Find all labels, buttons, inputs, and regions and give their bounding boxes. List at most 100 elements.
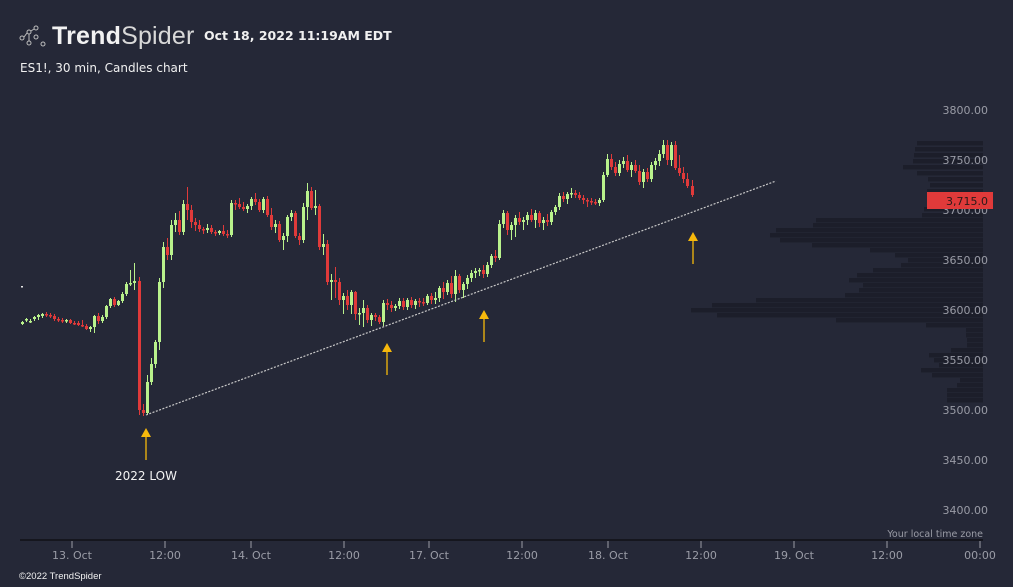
candle-up (414, 301, 417, 305)
candle-up (262, 199, 265, 210)
candle-up (342, 296, 345, 300)
candle-down (326, 244, 329, 282)
candle-up (658, 154, 661, 161)
volume-bar (957, 383, 983, 388)
candle-up (486, 265, 489, 274)
volume-bar (926, 323, 983, 328)
candle-down (386, 303, 389, 305)
candle-up (358, 313, 361, 315)
candle-up (121, 294, 124, 301)
candle-up (622, 161, 625, 164)
candle-down (226, 234, 229, 236)
volume-bar (776, 228, 983, 233)
candle-up (394, 306, 397, 308)
volume-bar (929, 353, 983, 358)
volume-bar (922, 213, 983, 218)
spider-network-icon (19, 25, 46, 46)
candle-up (314, 206, 317, 208)
volume-bar (712, 303, 983, 308)
candle-up (434, 298, 437, 300)
y-tick-label: 3800.00 (943, 104, 989, 117)
candle-up (182, 204, 185, 232)
candle-up (362, 308, 365, 313)
candle-down (97, 316, 100, 321)
candle-down (390, 305, 393, 308)
candle-up (170, 225, 173, 255)
x-tick-label: 12:00 (328, 549, 360, 562)
volume-bar (966, 333, 983, 338)
candle-up (478, 270, 481, 272)
chart-header: TrendSpider Oct 18, 2022 11:19AM EDT ES1… (0, 0, 1013, 90)
candle-down (138, 281, 141, 410)
candle-down (482, 270, 485, 274)
candle-up (426, 296, 429, 303)
last-price-label: 3,715.0 (946, 195, 988, 208)
candle-down (166, 247, 169, 255)
candle-down (242, 207, 245, 209)
candle-up (466, 278, 469, 284)
candle-down (578, 195, 581, 198)
volume-bar (717, 313, 983, 318)
candle-up (133, 281, 136, 283)
trendline[interactable] (145, 180, 777, 416)
candle-down (210, 228, 213, 232)
x-tick-label: 14. Oct (231, 549, 272, 562)
candle-up (154, 342, 157, 364)
volume-bar (951, 348, 983, 353)
candle-up (526, 215, 529, 220)
candle-up (162, 247, 165, 282)
volume-bar (895, 253, 983, 258)
volume-bar (967, 338, 983, 343)
candle-down (586, 200, 589, 202)
candle-up (246, 206, 249, 209)
candle-up (206, 228, 209, 230)
y-tick-label: 3400.00 (943, 504, 989, 517)
candle-down (57, 319, 60, 321)
volume-bar (924, 207, 983, 212)
candle-down (310, 191, 313, 208)
candle-down (634, 165, 637, 171)
candle-down (73, 323, 76, 325)
candle-up (454, 276, 457, 294)
volume-bar (849, 278, 983, 283)
last-price-tag: 3,715.0 (927, 192, 993, 209)
candle-up (302, 207, 305, 240)
candle-down (53, 316, 56, 319)
candle-down (626, 161, 629, 170)
y-axis: 3800.003750.003700.003650.003600.003550.… (943, 104, 989, 517)
candle-up (25, 319, 28, 321)
candle-up (550, 212, 553, 222)
candle-up (382, 303, 385, 322)
candle-down (418, 301, 421, 303)
candle-up (282, 236, 285, 240)
volume-bar (939, 363, 983, 368)
x-tick-label: 13. Oct (52, 549, 93, 562)
candle-down (234, 203, 237, 205)
candle-up (370, 315, 373, 320)
candle-up (474, 271, 477, 273)
candle-down (614, 167, 617, 173)
candle-up (93, 316, 96, 327)
candle-up (490, 256, 493, 265)
candle-down (538, 213, 541, 223)
volume-bar (870, 248, 983, 253)
annotation-label: 2022 LOW (115, 469, 177, 483)
x-tick-label: 12:00 (685, 549, 717, 562)
candle-up (650, 165, 653, 179)
volume-bar (947, 388, 983, 393)
candle-down (582, 198, 585, 200)
volume-bar (845, 293, 983, 298)
volume-bar (780, 238, 983, 243)
candle-up (105, 306, 108, 317)
x-tick-label: 19. Oct (774, 549, 815, 562)
volume-bar (857, 273, 983, 278)
candle-down (506, 213, 509, 230)
candle-down (686, 179, 689, 186)
candle-up (558, 196, 561, 207)
candle-up (174, 220, 177, 225)
candle-up (101, 317, 104, 321)
candle-down (494, 256, 497, 258)
candle-down (278, 224, 281, 240)
candle-down (666, 145, 669, 160)
